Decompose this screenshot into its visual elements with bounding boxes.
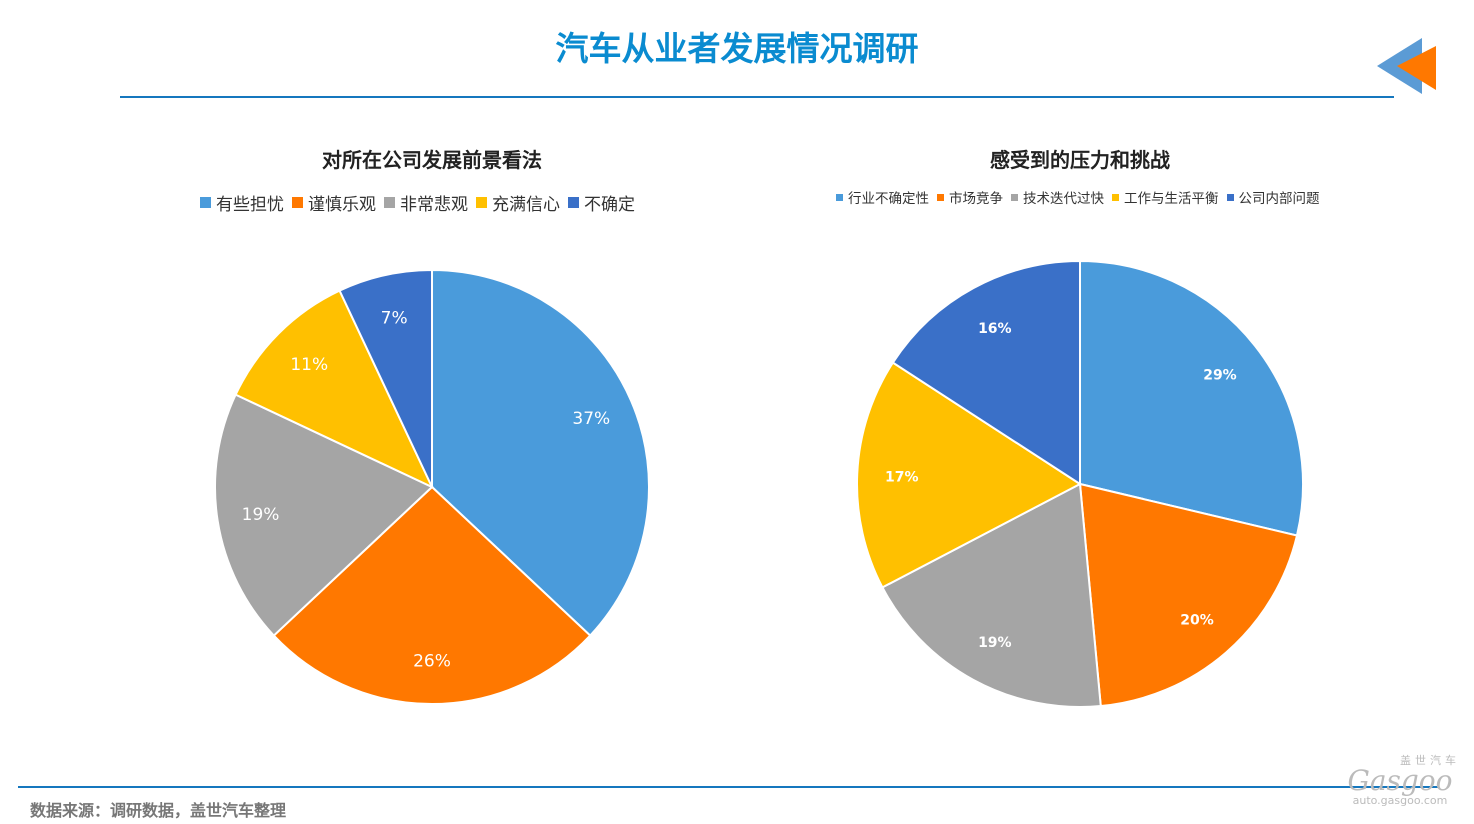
legend-item: 有些担忧 — [200, 190, 284, 215]
legend-item: 非常悲观 — [384, 190, 468, 215]
pie-slice-工作与生活平衡 — [856, 361, 1082, 589]
data-label: 29% — [1203, 367, 1237, 383]
legend-swatch — [836, 193, 843, 201]
legend-item: 公司内部问题 — [1226, 187, 1320, 207]
footer-divider — [18, 786, 1438, 788]
legend-swatch — [1226, 193, 1234, 201]
gasgoo-logo: 盖世汽车 Gasgoo auto.gasgoo.com — [1347, 754, 1460, 807]
legend-swatch — [200, 197, 211, 208]
pie-slice-市场竞争 — [1078, 482, 1299, 708]
chart-title-left: 对所在公司发展前景看法 — [322, 148, 542, 172]
legend-label: 公司内部问题 — [1238, 191, 1320, 207]
data-label: 19% — [242, 505, 280, 525]
pie-slice-行业不确定性 — [1079, 259, 1304, 537]
data-label: 37% — [572, 409, 610, 429]
data-label: 26% — [413, 652, 451, 672]
legend-label: 有些担忧 — [216, 195, 284, 215]
legend-label: 市场竞争 — [949, 191, 1003, 207]
legend-item: 工作与生活平衡 — [1112, 187, 1219, 207]
legend-item: 不确定 — [568, 190, 635, 215]
pie-slice-公司内部问题 — [891, 259, 1081, 486]
data-label: 20% — [1180, 613, 1214, 629]
legend-label: 非常悲观 — [400, 195, 468, 215]
legend-swatch — [292, 197, 303, 208]
legend-item: 谨慎乐观 — [292, 190, 376, 215]
legend-swatch — [1112, 193, 1119, 201]
data-source: 数据来源：调研数据，盖世汽车整理 — [30, 801, 287, 820]
arrow-logo-icon — [1377, 38, 1436, 94]
data-label: 7% — [381, 309, 408, 329]
legend-label: 充满信心 — [492, 195, 560, 215]
page-title: 汽车从业者发展情况调研 — [555, 29, 919, 68]
legend-right: 行业不确定性 市场竞争 技术迭代过快 工作与生活平衡 公司内部问题 — [836, 187, 1328, 207]
legend-item: 技术迭代过快 — [1011, 187, 1104, 207]
data-label: 19% — [978, 635, 1012, 651]
data-label: 11% — [290, 355, 328, 375]
data-label: 16% — [978, 321, 1012, 337]
pie-slice-非常悲观 — [214, 393, 434, 637]
legend-label: 不确定 — [584, 195, 635, 215]
legend-label: 谨慎乐观 — [308, 195, 376, 215]
chart-title-right: 感受到的压力和挑战 — [990, 148, 1170, 172]
pie-slice-充满信心 — [234, 289, 435, 490]
pie-slice-有些担忧 — [431, 268, 650, 637]
pie-slice-谨慎乐观 — [272, 485, 592, 705]
legend-swatch — [937, 193, 944, 201]
header-divider — [120, 96, 1394, 98]
pie-slice-不确定 — [338, 268, 433, 488]
pie-slice-技术迭代过快 — [881, 482, 1102, 708]
legend-swatch — [476, 197, 487, 208]
data-label: 17% — [885, 470, 919, 486]
legend-label: 工作与生活平衡 — [1124, 191, 1219, 207]
legend-swatch — [1011, 193, 1018, 201]
legend-item: 市场竞争 — [937, 187, 1003, 207]
legend-item: 行业不确定性 — [836, 187, 929, 207]
legend-left: 有些担忧 谨慎乐观 非常悲观 充满信心 不确定 — [200, 190, 643, 215]
legend-item: 充满信心 — [476, 190, 560, 215]
legend-label: 行业不确定性 — [848, 191, 929, 207]
legend-label: 技术迭代过快 — [1023, 191, 1104, 207]
legend-swatch — [384, 197, 395, 208]
legend-swatch — [568, 197, 579, 208]
